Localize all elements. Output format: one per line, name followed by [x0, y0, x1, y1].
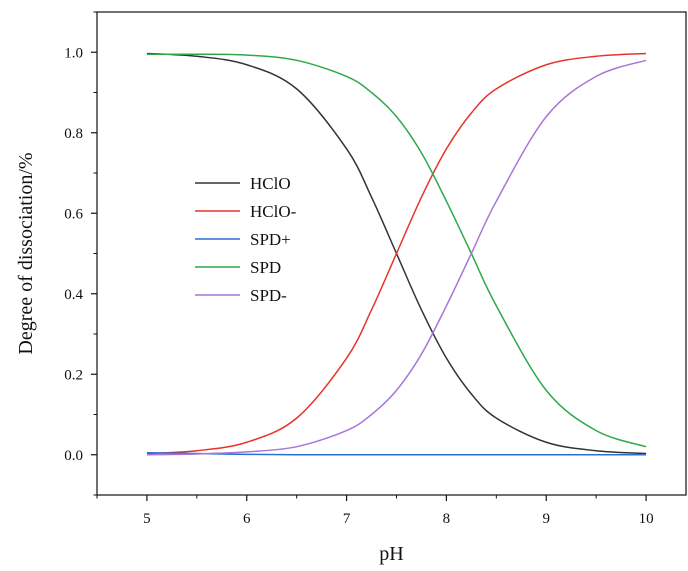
series-line-spd-minus	[146, 59, 647, 456]
x-tick-label: 9	[542, 511, 550, 527]
x-tick-label: 5	[143, 511, 151, 527]
legend-label-hclo-minus: HClO-	[250, 202, 297, 221]
legend: HClO HClO- SPD+ SPD SPD-	[195, 174, 297, 305]
series-line-hclo	[146, 52, 647, 455]
series-line-hclo-minus	[146, 52, 647, 455]
legend-label-spd: SPD	[250, 258, 281, 277]
y-axis-title: Degree of dissociation/%	[15, 152, 37, 354]
x-tick-label: 6	[243, 511, 251, 527]
x-tick-label: 8	[443, 511, 451, 527]
y-tick-label: 1.0	[64, 45, 83, 61]
legend-label-spd-plus: SPD+	[250, 230, 291, 249]
series-line-spd-plus	[146, 451, 647, 456]
y-tick-label: 0.0	[64, 448, 83, 464]
axes-layer: 5 6 7 8 9 10 0.0 0.2 0.4 0.6 0.8 1.0	[64, 11, 687, 527]
x-axis-title: pH	[379, 543, 403, 565]
y-tick-label: 0.2	[64, 367, 83, 383]
y-tick-label: 0.4	[64, 287, 83, 303]
y-tick-label: 0.8	[64, 126, 83, 142]
x-tick-label: 10	[639, 511, 654, 527]
legend-label-spd-minus: SPD-	[250, 286, 287, 305]
series-line-spd	[146, 53, 647, 448]
y-tick-label: 0.6	[64, 206, 83, 222]
series-layer	[146, 52, 647, 456]
plot-frame	[96, 11, 687, 496]
legend-label-hclo: HClO	[250, 174, 291, 193]
x-tick-label: 7	[343, 511, 351, 527]
